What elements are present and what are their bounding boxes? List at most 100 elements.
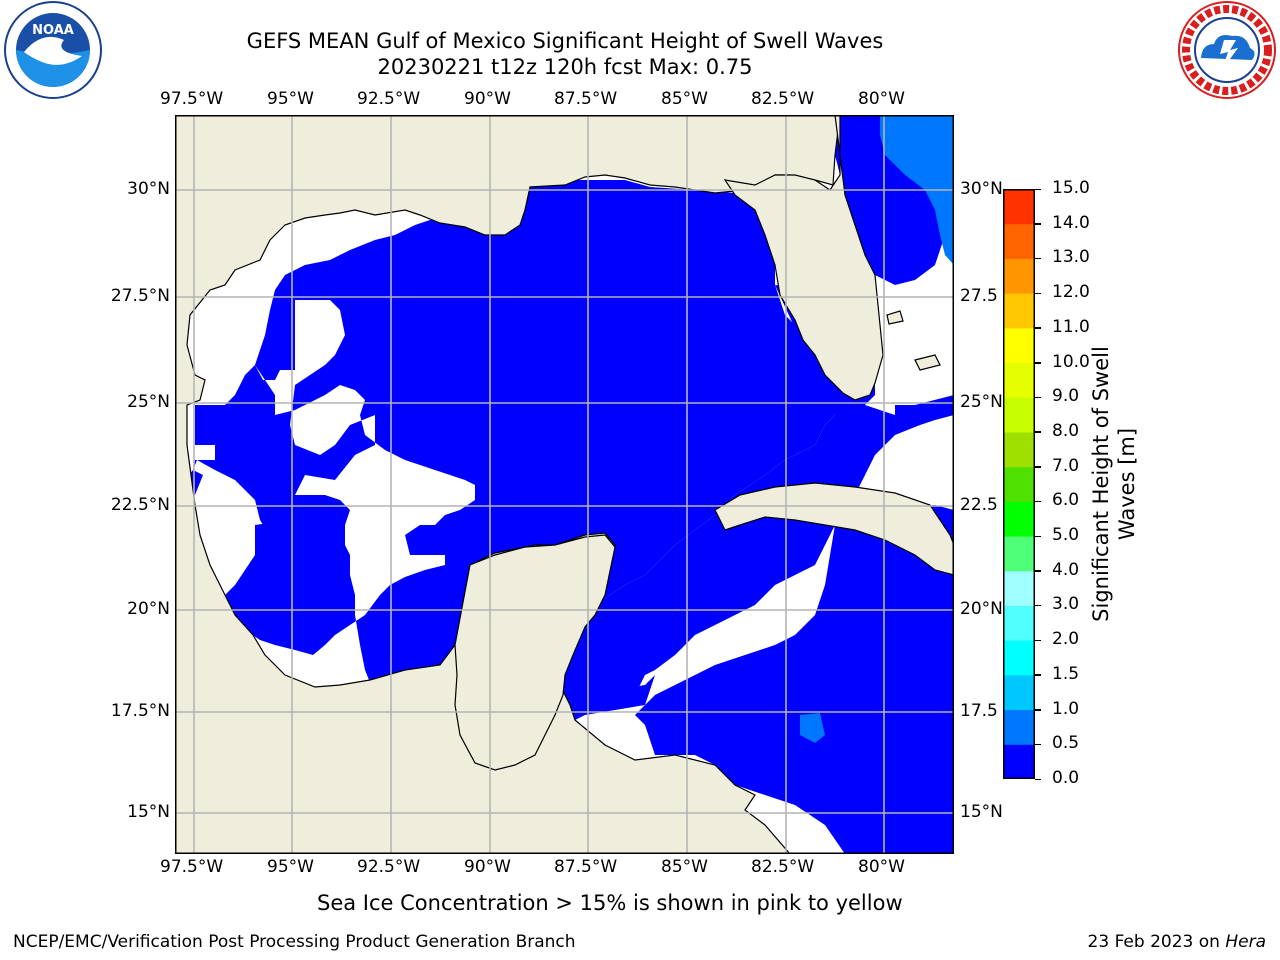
colorbar-segment [1003,327,1035,364]
lat-tick-label: 30°N [960,179,1003,199]
colorbar-tick [1035,570,1041,572]
lon-tick-label: 97.5°W [160,89,224,109]
colorbar-segment [1003,223,1035,259]
colorbar-tick [1035,500,1041,503]
lon-tick-label: 95°W [267,89,314,109]
colorbar-segment [1003,536,1035,572]
colorbar-tick-label: 12.0 [1052,282,1090,303]
colorbar-title-line1: Significant Height of Swell [1089,346,1113,622]
footer-date: 23 Feb 2023 on Hera [1088,932,1266,952]
colorbar-title-line2: Waves [m] [1115,427,1139,541]
lat-tick-label: 22.5 [960,495,998,515]
noaa-logo: NOAA [4,1,102,99]
colorbar-tick-label: 4.0 [1052,559,1080,580]
colorbar-tick [1035,292,1041,295]
florida-land [723,115,884,401]
lon-tick-label: 90°W [464,89,511,109]
colorbar-tick-label: 7.0 [1052,455,1080,476]
colorbar-segment [1003,640,1035,676]
colorbar-tick [1035,431,1041,433]
lon-tick-label: 87.5°W [554,857,618,877]
colorbar-tick-label: 1.0 [1052,698,1080,719]
lon-tick-label: 80°W [858,89,905,109]
colorbar-title: Significant Height of Swell Waves [m] [1088,324,1140,644]
colorbar-tick [1035,604,1041,607]
colorbar-tick-label: 1.5 [1052,663,1080,684]
lat-tick-label: 17.5 [960,701,998,721]
footer-credit: NCEP/EMC/Verification Post Processing Pr… [13,932,576,952]
colorbar-border [1003,189,1035,779]
lon-tick-label: 95°W [267,857,314,877]
colorbar-tick [1035,674,1041,676]
colorbar-tick [1035,327,1041,329]
map-subtitle: 20230221 t12z 120h fcst Max: 0.75 [377,55,753,79]
colorbar-tick-label: 8.0 [1052,420,1080,441]
lon-tick-label: 90°W [464,857,511,877]
colorbar-segment [1003,501,1035,537]
colorbar-segment [1003,189,1035,225]
map-title: GEFS MEAN Gulf of Mexico Significant Hei… [246,29,884,53]
colorbar-tick-label: 14.0 [1052,212,1090,233]
colorbar-segment [1003,709,1035,745]
colorbar-segment [1003,362,1035,398]
map-border [175,115,954,854]
lat-tick-label: 30°N [127,179,170,199]
colorbar-segment [1003,605,1035,641]
lon-tick-label: 82.5°W [751,857,815,877]
colorbar-segment [1003,674,1035,711]
colorbar-tick [1035,466,1041,468]
colorbar-tick-label: 5.0 [1052,525,1080,546]
colorbar-segment [1003,466,1035,502]
colorbar-tick [1035,778,1041,780]
colorbar-segment [1003,258,1035,294]
lon-tick-label: 87.5°W [554,89,618,109]
colorbar-tick-label: 11.0 [1052,316,1090,337]
lon-tick-label: 92.5°W [357,857,421,877]
gulf-of-mexico-map [175,115,954,854]
colorbar-segment [1003,744,1035,779]
colorbar [1003,189,1035,779]
lat-tick-label: 27.5°N [110,286,170,306]
lat-tick-label: 22.5°N [110,495,170,515]
lon-tick-label: 82.5°W [751,89,815,109]
lon-tick-label: 97.5°W [160,857,224,877]
colorbar-tick [1035,362,1041,364]
lat-tick-label: 25°N [127,392,170,412]
lat-tick-label: 15°N [127,802,170,822]
colorbar-tick [1035,257,1041,260]
colorbar-tick [1035,639,1041,642]
colorbar-segment [1003,397,1035,433]
colorbar-tick [1035,709,1041,711]
colorbar-segment [1003,431,1035,468]
lon-tick-label: 85°W [661,89,708,109]
colorbar-tick-label: 9.0 [1052,386,1080,407]
colorbar-tick [1035,188,1041,190]
footer-date-text: 23 Feb 2023 on [1087,932,1220,952]
lat-tick-label: 15°N [960,802,1003,822]
colorbar-tick-label: 6.0 [1052,490,1080,511]
colorbar-tick-label: 0.0 [1052,768,1080,788]
lat-tick-label: 17.5°N [110,701,170,721]
lat-tick-label: 20°N [960,599,1003,619]
nws-logo [1178,1,1276,99]
lat-tick-label: 20°N [127,599,170,619]
colorbar-segment [1003,570,1035,606]
colorbar-tick-label: 2.0 [1052,629,1080,650]
colorbar-tick [1035,396,1041,399]
colorbar-segment [1003,293,1035,329]
lon-tick-label: 80°W [858,857,905,877]
colorbar-tick-label: 15.0 [1052,178,1090,198]
colorbar-tick-label: 0.5 [1052,733,1080,754]
lat-tick-label: 25°N [960,392,1003,412]
colorbar-tick-label: 13.0 [1052,247,1090,268]
graticule [175,115,954,854]
sea-ice-caption: Sea Ice Concentration > 15% is shown in … [317,891,903,915]
colorbar-tick-label: 3.0 [1052,594,1080,615]
lat-tick-label: 27.5 [960,286,998,306]
footer-host: Hera [1225,932,1266,952]
lon-tick-label: 85°W [661,857,708,877]
colorbar-tick-label: 10.0 [1052,351,1090,372]
colorbar-tick [1035,743,1041,746]
svg-text:NOAA: NOAA [32,23,74,38]
colorbar-tick [1035,535,1041,538]
